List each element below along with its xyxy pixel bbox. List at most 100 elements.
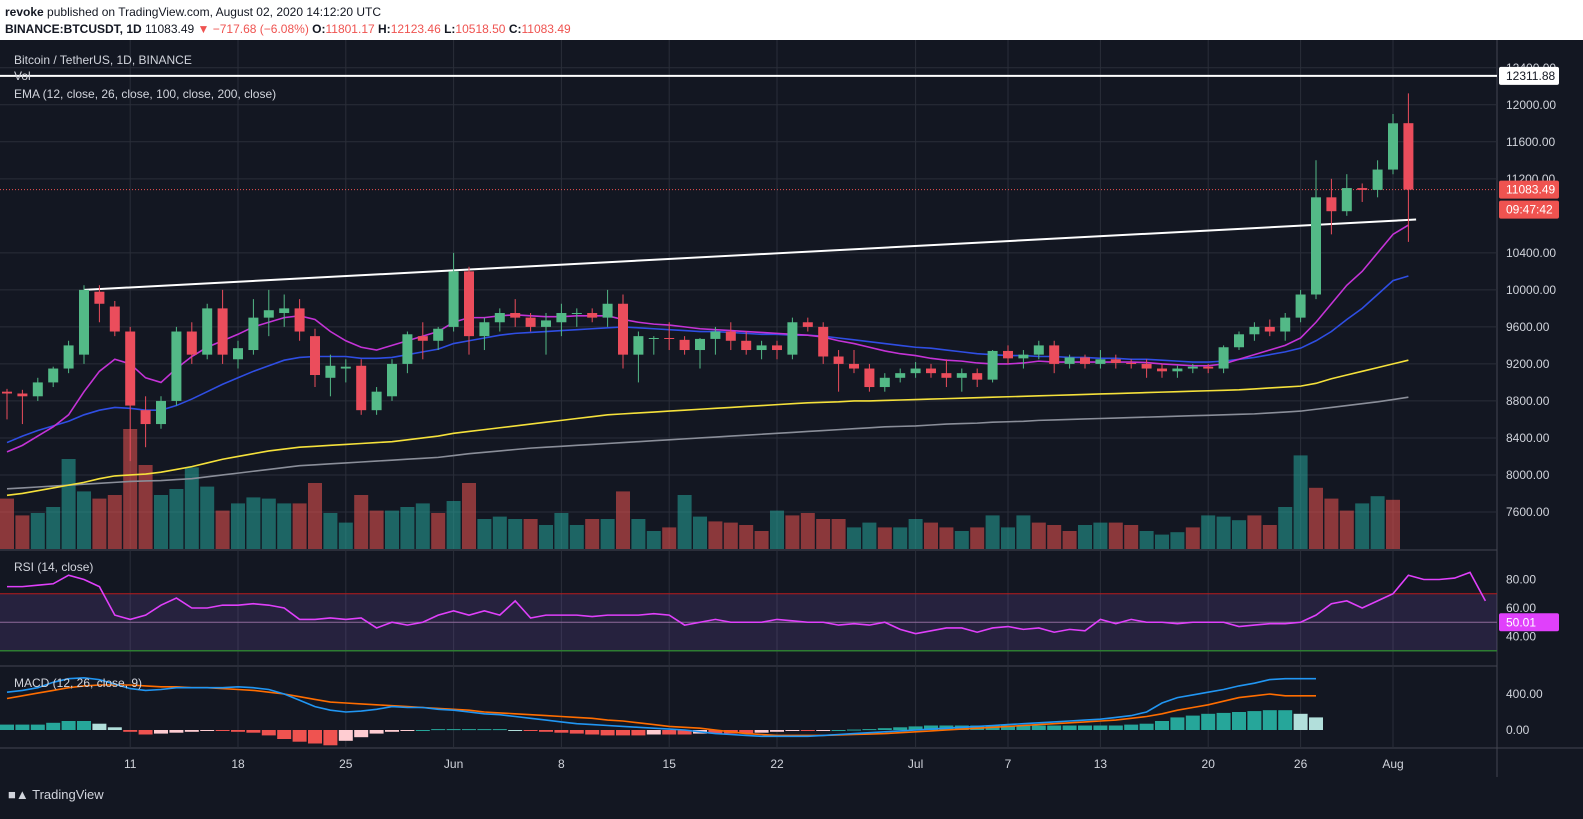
macd-histogram-bar <box>369 730 384 734</box>
price-axis-label: 12000.00 <box>1506 98 1556 112</box>
volume-bar <box>46 507 61 549</box>
chart-canvas[interactable]: 7600.008000.008400.008800.009200.009600.… <box>0 40 1583 777</box>
macd-histogram-bar <box>539 730 553 732</box>
volume-bar <box>1201 515 1216 549</box>
candle-up <box>695 338 705 351</box>
price-axis-label: 7600.00 <box>1506 505 1550 519</box>
candle-up <box>879 377 890 388</box>
time-axis-label: 7 <box>1005 757 1012 771</box>
volume-bar <box>292 503 307 549</box>
macd-histogram-bar <box>1278 710 1293 730</box>
high-value: 12123.46 <box>390 22 441 36</box>
vol-legend[interactable]: Vol <box>14 69 31 83</box>
main-legend-title[interactable]: Bitcoin / TetherUS, 1D, BINANCE <box>14 53 192 67</box>
macd-histogram-bar <box>92 723 107 730</box>
candle-up <box>787 322 798 355</box>
rsi-legend[interactable]: RSI (14, close) <box>14 560 94 574</box>
volume-bar <box>723 522 738 549</box>
macd-histogram-bar <box>508 730 523 731</box>
ema-12-line <box>6 224 1409 453</box>
volume-bar <box>400 507 415 549</box>
macd-histogram-bar <box>847 729 861 731</box>
macd-histogram-bar <box>1062 725 1077 730</box>
volume-bar <box>1386 499 1400 549</box>
volume-bar <box>662 527 677 549</box>
macd-histogram-bar <box>877 728 892 730</box>
publisher-name[interactable]: revoke <box>5 5 44 19</box>
macd-histogram-bar <box>1247 711 1262 730</box>
macd-histogram-bar <box>1155 721 1169 730</box>
time-axis-label: 25 <box>339 757 353 771</box>
resistance-price-tag-bg <box>1499 66 1559 85</box>
candle-up <box>633 336 644 355</box>
macd-histogram-bar <box>1170 717 1185 730</box>
countdown-tag-bg <box>1499 200 1559 219</box>
macd-histogram-bar <box>646 730 661 735</box>
macd-histogram-bar <box>739 730 754 734</box>
macd-histogram-bar <box>816 730 831 731</box>
candle-up <box>279 308 290 314</box>
volume-bar <box>1293 455 1308 549</box>
volume-bar <box>970 527 985 549</box>
macd-histogram-bar <box>308 730 322 744</box>
volume-bar <box>1370 496 1385 549</box>
macd-histogram-bar <box>77 721 91 730</box>
macd-histogram-bar <box>662 730 677 735</box>
macd-legend[interactable]: MACD (12, 26, close, 9) <box>14 676 143 690</box>
time-axis-label: 22 <box>770 757 784 771</box>
macd-histogram-bar <box>1016 725 1031 730</box>
candle-down <box>140 410 151 425</box>
macd-histogram-bar <box>1262 710 1277 730</box>
macd-histogram-bar <box>200 730 215 731</box>
macd-pane <box>0 676 1323 746</box>
candle-up <box>156 400 166 425</box>
footer: ■▲ TradingView <box>0 777 1583 819</box>
candle-up <box>1018 354 1029 359</box>
volume-bar <box>123 429 138 549</box>
candle-up <box>1033 345 1044 355</box>
ascending-trendline <box>83 218 1417 291</box>
candle-up <box>1095 359 1106 364</box>
time-axis-label: 13 <box>1094 757 1108 771</box>
resistance-price-tag: 12311.88 <box>1506 69 1555 83</box>
candle-down <box>833 356 844 364</box>
macd-histogram-bar <box>477 729 492 731</box>
time-axis-label: 20 <box>1202 757 1216 771</box>
volume-bar <box>200 486 215 549</box>
candle-up <box>402 334 413 364</box>
volume-bar <box>138 465 153 549</box>
macd-histogram-bar <box>1078 725 1092 730</box>
macd-histogram-bar <box>1293 713 1308 730</box>
candle-up <box>433 328 444 341</box>
price-axis-label: 11600.00 <box>1506 135 1555 149</box>
price-axis-label: 9200.00 <box>1506 357 1550 371</box>
macd-axis-label: 0.00 <box>1506 723 1530 737</box>
macd-histogram-bar <box>354 730 369 738</box>
price-axis: 7600.00 8000.00 8400.00 8800.00 9200.00 9600.… <box>1499 61 1559 737</box>
volume-bar <box>415 503 430 549</box>
candle-down <box>772 345 782 351</box>
volume-bar <box>277 503 292 549</box>
volume-bar <box>385 510 399 549</box>
candle-down <box>741 340 752 351</box>
volume-bar <box>1062 531 1077 549</box>
published-text: published on TradingView.com, August 02,… <box>47 5 382 19</box>
volume-bar <box>77 491 91 549</box>
volume-bar <box>508 519 523 549</box>
macd-histogram-bar <box>30 724 45 730</box>
macd-histogram-bar <box>708 730 723 734</box>
close-label: C: <box>508 22 522 36</box>
volume-bar <box>338 522 353 549</box>
volume-bar <box>1185 527 1200 549</box>
tradingview-logo[interactable]: ■▲ TradingView <box>8 787 104 802</box>
candle-up <box>63 345 74 369</box>
candle-down <box>1264 326 1275 332</box>
candle-up <box>910 368 921 374</box>
macd-histogram-bar <box>631 730 646 736</box>
candle-up <box>263 310 274 318</box>
macd-histogram-bar <box>924 725 938 730</box>
volume-bar <box>646 531 661 549</box>
ema-100-line <box>6 359 1409 497</box>
volume-bar <box>30 513 45 549</box>
ema-legend[interactable]: EMA (12, close, 26, close, 100, close, 2… <box>14 87 277 101</box>
